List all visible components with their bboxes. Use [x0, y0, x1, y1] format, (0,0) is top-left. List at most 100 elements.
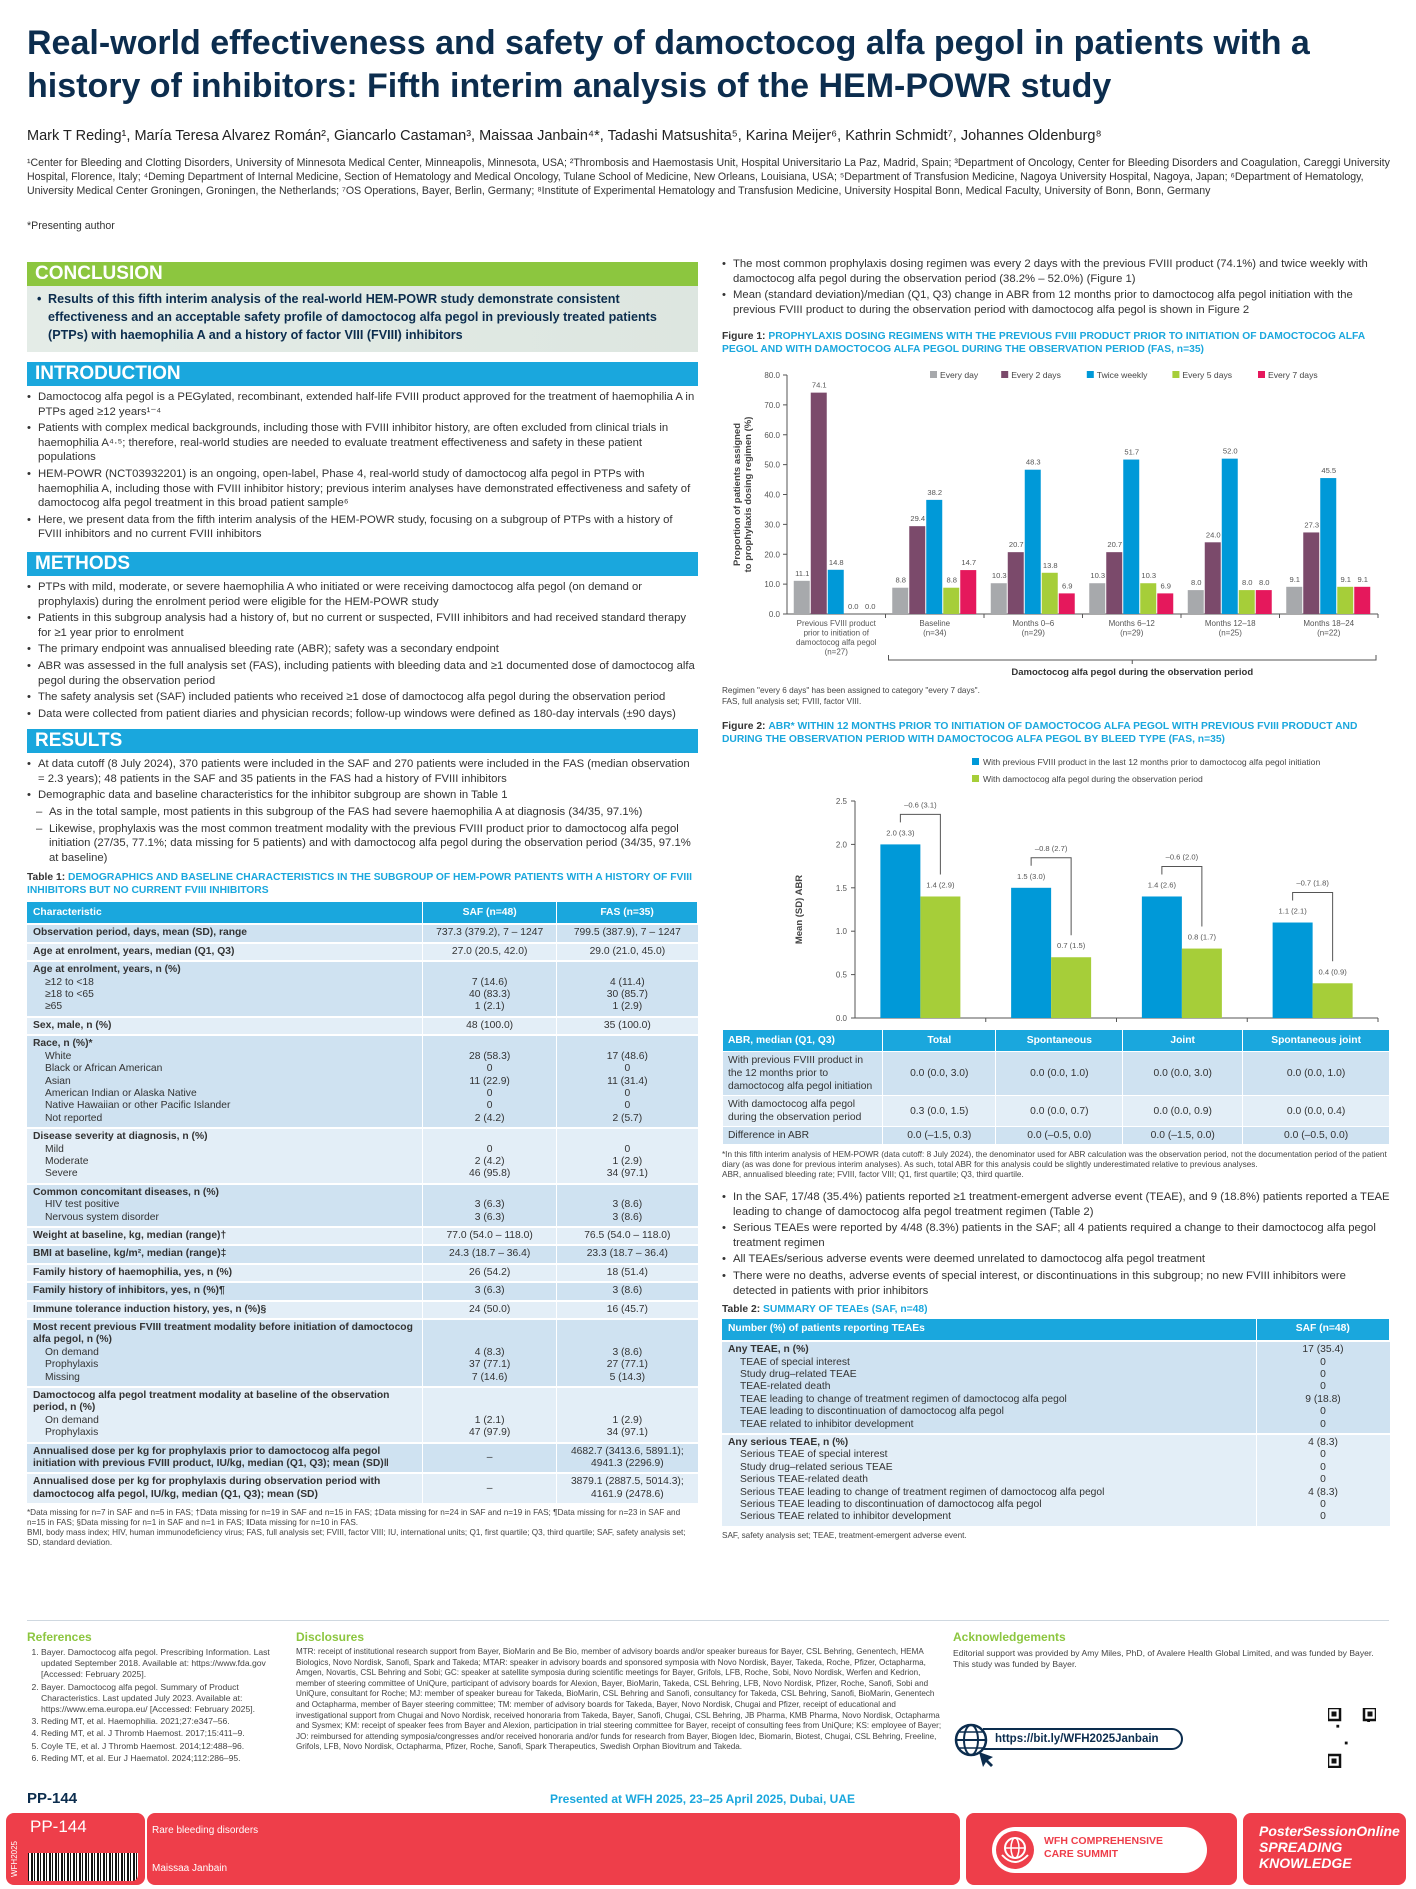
bar	[1157, 593, 1174, 614]
legend-label: Every day	[940, 370, 979, 380]
presented-at: Presented at WFH 2025, 23–25 April 2025,…	[550, 1792, 856, 1806]
data-label: 1.5 (3.0)	[1017, 872, 1046, 881]
y-tick-label: 2.5	[836, 797, 848, 806]
table1-cell: 3 (8.6) 3 (8.6)	[556, 1182, 698, 1227]
bar-spontaneous-joint	[1312, 983, 1353, 1018]
figure2-bar-chart: 0.0 0.5 1.0 1.5 2.0 2.5 Mean (SD) ABR 2.0 (3.3)…	[794, 757, 1379, 1023]
table1-row: Family history of inhibitors, yes, n (%)…	[27, 1281, 698, 1301]
references-section: References Bayer. Damoctocog alfa pegol.…	[27, 1630, 277, 1765]
data-label: 11.1	[795, 569, 809, 578]
legend-label: Twice weekly	[1097, 370, 1148, 380]
legend-swatch	[1086, 371, 1094, 378]
table1-cell: Age at enrolment, years, median (Q1, Q3)	[27, 941, 423, 962]
table1-cell: Race, n (%)* White Black or African Americ…	[27, 1034, 423, 1129]
figure2-prefix: Figure 2:	[722, 721, 769, 732]
table1-row: Disease severity at diagnosis, n (%) Mild…	[27, 1127, 698, 1184]
group-label: Damoctocog alfa pegol during the observa…	[1011, 667, 1253, 678]
table1-cell: 28 (58.3) 0 11 (22.9) 0 0 2 (4.2)	[422, 1034, 557, 1129]
saf-value: 37 (77.1)	[469, 1359, 511, 1371]
sub-row-value: 0	[1320, 1499, 1326, 1511]
results-list: At data cutoff (8 July 2024), 370 patien…	[27, 757, 698, 865]
sub-row-value: 0	[1320, 1418, 1326, 1430]
affiliations: ¹Center for Bleeding and Clotting Disord…	[27, 157, 1390, 197]
abr-row-label: With damoctocog alfa pegol during the ob…	[721, 1095, 884, 1127]
y-tick-label: 80.0	[764, 371, 780, 380]
saf-value: 0	[486, 1063, 493, 1075]
acknowledgements-heading: Acknowledgements	[953, 1630, 1066, 1644]
results-bullet: Mean (standard deviation)/median (Q1, Q3…	[722, 288, 1394, 317]
table1-cell: 4682.7 (3413.6, 5891.1); 4941.3 (2296.9)	[556, 1441, 698, 1474]
table1-row: Race, n (%)* White Black or African Americ…	[27, 1034, 698, 1129]
table1-title: DEMOGRAPHICS AND BASELINE CHARACTERISTIC…	[27, 872, 692, 897]
fas-value: 30 (85.7)	[606, 989, 648, 1001]
table1-row: Family history of haemophilia, yes, n (%…	[27, 1262, 698, 1283]
bar	[990, 583, 1007, 614]
saf-value: 3 (6.3)	[474, 1199, 505, 1211]
fas-value: 17 (48.6)	[606, 1050, 648, 1062]
sub-row-label: On demand	[45, 1346, 99, 1358]
table1-cell: 48 (100.0)	[422, 1015, 557, 1036]
bar	[1320, 478, 1337, 614]
y-tick-label: 70.0	[764, 401, 780, 410]
sub-row-label: Missing	[45, 1371, 80, 1383]
table1-cell: 3 (6.3)	[422, 1281, 557, 1301]
data-label: 1.4 (2.9)	[926, 880, 955, 889]
safety-list: In the SAF, 17/48 (35.4%) patients repor…	[722, 1190, 1390, 1298]
x-tick-label: Months 12–18 (n=25)	[1205, 619, 1256, 638]
conclusion-box: Results of this fifth interim analysis o…	[27, 286, 698, 352]
sub-row-label: Study drug–related TEAE	[740, 1368, 857, 1380]
data-label: 14.7	[961, 558, 976, 567]
data-label: 51.7	[1124, 448, 1139, 457]
fas-value: 1 (2.9)	[612, 1001, 643, 1013]
poster-session-online-logo: PosterSessionOnline SPREADING KNOWLEDGE	[1243, 1813, 1406, 1885]
table1-cell: Common concomitant diseases, n (%) HIV te…	[27, 1182, 423, 1227]
table1-cell: 18 (51.4)	[556, 1262, 698, 1283]
data-label: 1.4 (2.6)	[1148, 880, 1177, 889]
table2-row-group: Any TEAE, n (%) TEAE of special interest S…	[722, 1340, 1390, 1434]
sub-row-value: 0	[1320, 1406, 1326, 1418]
table1-cell: 26 (54.2)	[422, 1262, 557, 1283]
barcode	[28, 1853, 138, 1881]
abr-header: Joint	[1122, 1029, 1244, 1052]
abr-header: Total	[882, 1029, 997, 1052]
saf-value: 47 (97.9)	[469, 1427, 511, 1439]
table1-cell: –	[422, 1472, 557, 1504]
sub-row-label: TEAE leading to discontinuation of damoc…	[740, 1406, 1004, 1418]
reference-item: Reding MT, et al. Haemophilia. 2021;27:e…	[41, 1716, 277, 1727]
data-label: 10.3	[992, 571, 1007, 580]
table1-row: Observation period, days, mean (SD), ran…	[27, 923, 698, 943]
y-tick-label: 30.0	[764, 520, 780, 529]
url-link[interactable]: https://bit.ly/WFH2025Janbain	[953, 1722, 1193, 1768]
table1-cell: 76.5 (54.0 – 118.0)	[556, 1225, 698, 1246]
bar	[1089, 583, 1106, 614]
data-label: 0.4 (0.9)	[1318, 967, 1347, 976]
data-label: 10.3	[1141, 571, 1156, 580]
results-bullet: Demographic data and baseline characteri…	[27, 788, 698, 803]
saf-value: 2 (4.2)	[474, 1155, 505, 1167]
bar-spontaneous	[1011, 887, 1052, 1018]
y-tick-label: 10.0	[764, 580, 780, 589]
bar	[892, 587, 909, 614]
table1-row: Annualised dose per kg for prophylaxis d…	[27, 1472, 698, 1504]
safety-bullet: There were no deaths, adverse events of …	[722, 1269, 1390, 1298]
table1: Characteristic SAF (n=48) FAS (n=35) Obs…	[27, 902, 698, 1548]
poster-id: PP-144	[27, 1790, 78, 1807]
conclusion-text: Results of this fifth interim analysis o…	[37, 290, 688, 344]
right-results-list: The most common prophylaxis dosing regim…	[722, 257, 1394, 319]
fas-value: 1 (2.9)	[612, 1155, 643, 1167]
abr-header: Spontaneous	[995, 1029, 1124, 1052]
table1-abbreviations: BMI, body mass index; HIV, human immunod…	[27, 1528, 686, 1548]
bar	[943, 587, 960, 614]
qr-code[interactable]	[1328, 1708, 1376, 1768]
bar	[1303, 532, 1320, 614]
bar	[1187, 590, 1204, 614]
sub-row-label: White	[45, 1050, 72, 1062]
y-tick-label: 2.0	[836, 840, 848, 849]
group-value: 4 (8.3)	[1308, 1437, 1338, 1448]
saf-value: 1 (2.1)	[474, 1414, 505, 1426]
data-label: 8.0	[1191, 578, 1202, 587]
footer-info-bar: Rare bleeding disorders Maissaa Janbain	[147, 1813, 960, 1885]
saf-value: 0	[486, 1100, 493, 1112]
sub-row-label: Prophylaxis	[45, 1359, 99, 1371]
legend-swatch	[972, 775, 979, 782]
